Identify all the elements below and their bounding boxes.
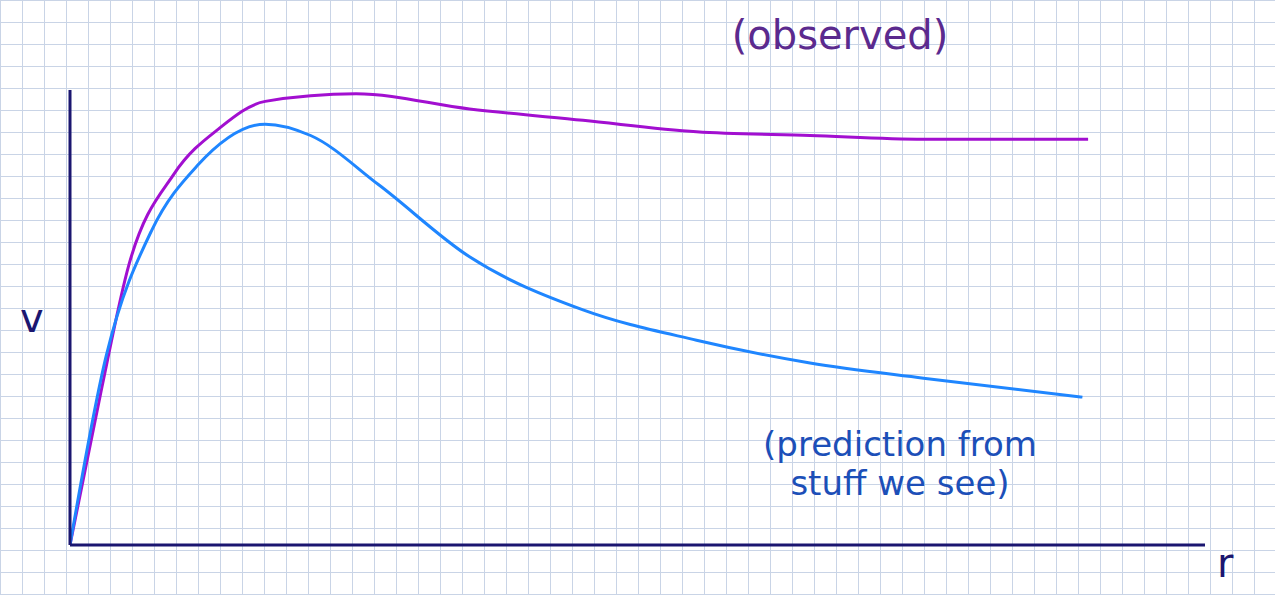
svg-text:v: v [20,295,44,341]
html-text:(observed): (observed) [731,12,949,58]
html-text:(prediction from stuff we see): (prediction from stuff we see) [763,424,1037,504]
svg-text:r: r [1217,540,1234,586]
